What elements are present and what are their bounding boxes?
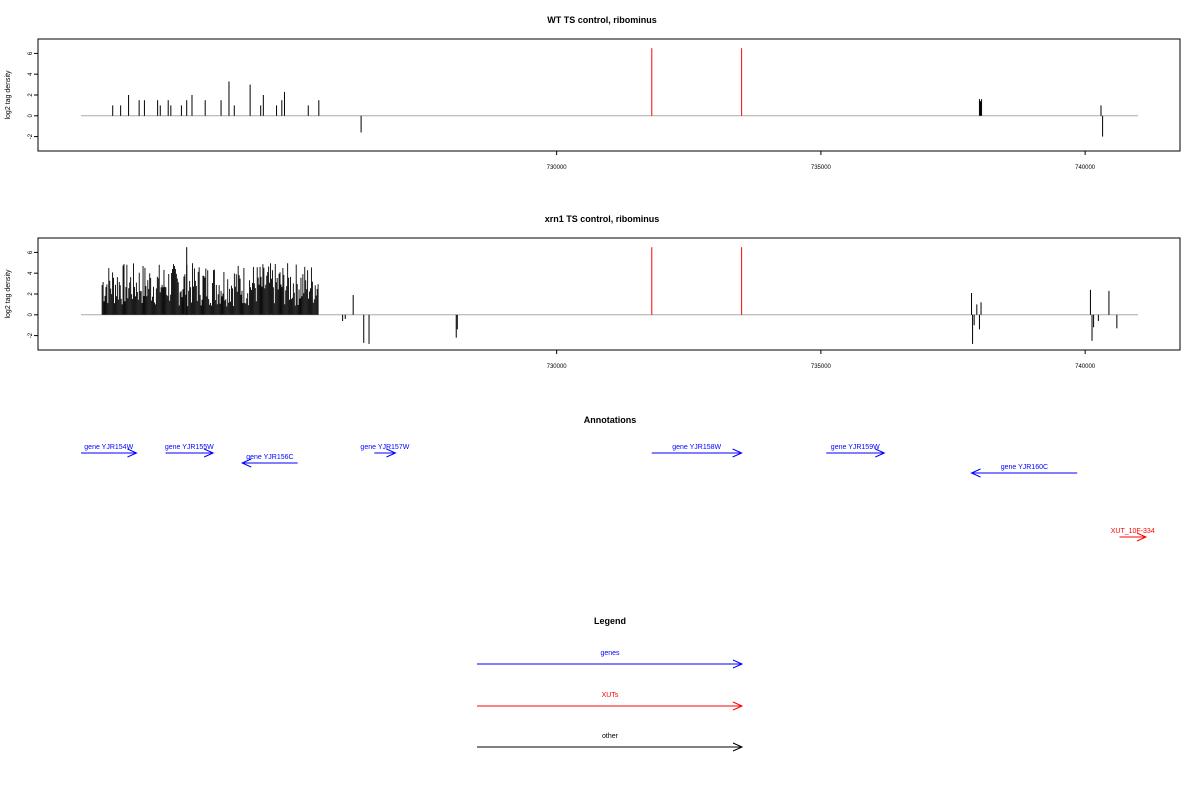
feature-label: gene YJR159W xyxy=(831,444,880,451)
wt-y-axis-label: log2 tag density xyxy=(5,70,12,120)
feature-label: XUT_10F-334 xyxy=(1111,528,1155,535)
x-tick-label: 740000 xyxy=(1075,165,1096,171)
feature-label: gene YJR160C xyxy=(1001,464,1048,471)
feature-label: gene YJR157W xyxy=(360,444,409,451)
y-tick-label: 4 xyxy=(28,72,34,76)
xrn1-panel-title: xrn1 TS control, ribominus xyxy=(545,214,660,224)
feature-arrow-head xyxy=(732,448,743,458)
legend-arrow-head xyxy=(732,701,744,711)
feature-label: gene YJR156C xyxy=(246,454,293,461)
feature-arrow-head xyxy=(970,468,981,478)
legend-label: other xyxy=(602,733,619,740)
annotations-panel: Annotations gene YJR154W gene YJR155W gene… xyxy=(81,415,1155,542)
y-tick-label: 6 xyxy=(28,250,34,254)
y-tick-label: 6 xyxy=(28,51,34,55)
x-tick-label: 735000 xyxy=(811,165,832,171)
legend-label: XUTs xyxy=(602,692,619,699)
feature-arrow-head xyxy=(875,448,886,458)
y-tick-label: 2 xyxy=(28,292,34,296)
wt-panel-title: WT TS control, ribominus xyxy=(547,15,657,25)
feature-label: gene YJR155W xyxy=(165,444,214,451)
plot-frame xyxy=(37,38,1181,152)
xrn1-density-panel: xrn1 TS control, ribominus log2 tag dens… xyxy=(5,214,1181,370)
annotations-title: Annotations xyxy=(584,415,637,425)
y-tick-label: 0 xyxy=(28,113,34,117)
x-tick-label: 730000 xyxy=(547,364,568,370)
feature-arrow-head xyxy=(1136,532,1148,542)
feature-arrow-head xyxy=(386,448,397,458)
legend-arrow-head xyxy=(732,742,744,752)
feature-arrow-head xyxy=(127,448,138,458)
xrn1-y-axis-label: log2 tag density xyxy=(5,269,12,319)
x-tick-label: 735000 xyxy=(811,364,832,370)
legend-panel: Legend genes XUTs other xyxy=(477,616,744,752)
plot-frame xyxy=(37,237,1181,351)
legend-label: genes xyxy=(600,650,620,657)
feature-arrow-head xyxy=(203,448,215,458)
x-tick-label: 730000 xyxy=(547,165,568,171)
y-tick-label: 2 xyxy=(28,93,34,97)
y-tick-label: -2 xyxy=(28,332,34,338)
feature-arrow-head xyxy=(240,458,252,468)
x-tick-label: 740000 xyxy=(1075,364,1096,370)
y-tick-label: 0 xyxy=(28,312,34,316)
feature-label: gene YJR158W xyxy=(672,444,721,451)
legend-arrow-head xyxy=(732,659,744,669)
y-tick-label: -2 xyxy=(28,133,34,139)
feature-label: gene YJR154W xyxy=(84,444,133,451)
wt-density-panel: WT TS control, ribominus log2 tag densit… xyxy=(5,15,1181,171)
legend-title: Legend xyxy=(594,616,626,626)
y-tick-label: 4 xyxy=(28,271,34,275)
